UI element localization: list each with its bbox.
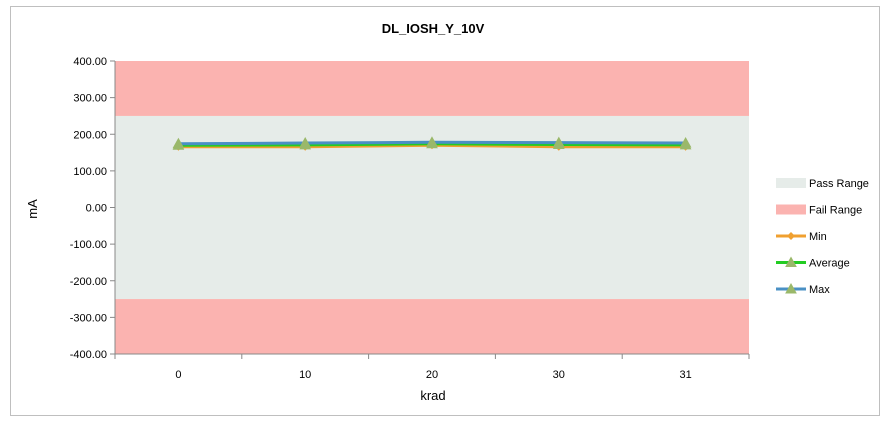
data-point xyxy=(426,136,438,147)
series-layer xyxy=(172,136,692,151)
series-max xyxy=(172,136,692,149)
legend-label-fail: Fail Range xyxy=(809,205,862,217)
legend-label-average: Average xyxy=(809,258,850,270)
y-tick-label: -200.00 xyxy=(70,276,107,288)
data-point xyxy=(299,137,312,148)
x-tick-label: 10 xyxy=(299,369,311,381)
data-point xyxy=(172,137,185,149)
data-point xyxy=(552,136,565,148)
x-tick-label: 0 xyxy=(175,369,181,381)
legend-marker xyxy=(785,256,797,267)
x-tick-label: 31 xyxy=(679,369,691,381)
legend: Pass Range Fail Range Min Average Max xyxy=(776,178,869,296)
range-bands xyxy=(115,61,749,354)
y-tick-label: 400.00 xyxy=(73,56,107,68)
x-tick-label: 30 xyxy=(553,369,565,381)
y-axis-title: mA xyxy=(25,199,40,219)
y-tick-label: 100.00 xyxy=(73,166,107,178)
line-chart: DL_IOSH_Y_10V 400.00 300.00 200.00 100.00 0.… xyxy=(25,21,869,403)
y-tick-label: -300.00 xyxy=(70,312,107,324)
fail-range-band xyxy=(115,299,749,354)
axes: 400.00 300.00 200.00 100.00 0.00 -100.00 -200.… xyxy=(70,56,750,381)
legend-label-min: Min xyxy=(809,231,827,243)
fail-range-band xyxy=(115,61,749,116)
y-tick-label: 200.00 xyxy=(73,129,107,141)
legend-marker xyxy=(787,232,795,240)
y-tick-label: 0.00 xyxy=(86,203,107,215)
legend-swatch-fail xyxy=(776,204,806,215)
legend-swatch-pass xyxy=(776,178,806,188)
legend-label-max: Max xyxy=(809,284,830,296)
y-tick-label: -100.00 xyxy=(70,239,107,251)
chart-frame: DL_IOSH_Y_10V 400.00 300.00 200.00 100.00 0.… xyxy=(10,6,880,416)
y-tick-label: 300.00 xyxy=(73,93,107,105)
y-tick-label: -400.00 xyxy=(70,349,107,361)
legend-marker xyxy=(785,282,797,294)
legend-label-pass: Pass Range xyxy=(809,178,869,190)
x-tick-label: 20 xyxy=(426,369,438,381)
chart-title: DL_IOSH_Y_10V xyxy=(382,21,485,36)
data-point xyxy=(679,137,692,148)
x-axis-title: krad xyxy=(420,388,445,403)
